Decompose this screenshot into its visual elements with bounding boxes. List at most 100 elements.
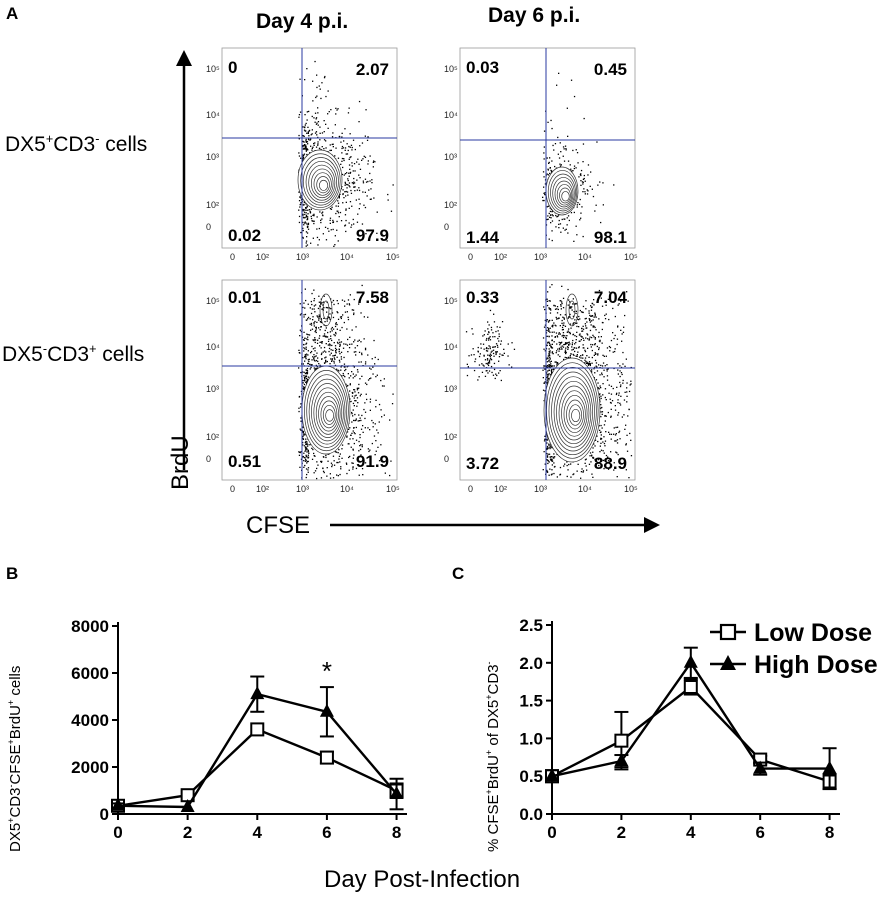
marker-triangle [545,768,559,782]
quadrant-upper-right: 7.04 [593,288,627,307]
quadrant-lower-right: 91.9 [355,452,389,471]
quadrant-lower-left: 3.72 [466,454,500,473]
facs-y-tick: 10⁵ [444,64,458,74]
facs-y-tick: 0 [206,222,212,232]
panel-a-letter: A [6,4,19,23]
contour-line [561,390,588,437]
contour-line [546,362,599,459]
x-tick-label: 0 [547,823,556,842]
y-tick-label: 2000 [71,758,109,777]
facs-y-tick: 10⁴ [444,342,458,352]
significance-asterisk: * [322,656,332,686]
contour-line [313,387,343,438]
quadrant-upper-left: 0.03 [466,58,500,77]
facs-x-tick: 10⁵ [386,484,400,494]
x-tick-label: 8 [825,823,834,842]
contour-line [319,293,333,327]
quadrant-lower-left: 1.44 [466,228,500,247]
quadrant-lower-left: 0.02 [228,226,262,245]
contour-line [547,170,578,214]
quadrant-lower-right: 97.9 [355,226,389,245]
facs-x-tick: 10³ [296,252,310,262]
facs-y-tick: 10⁵ [444,296,458,306]
marker-triangle [389,786,404,800]
facs-x-tick: 0 [468,252,474,262]
x-axis-label-cfse: CFSE [246,512,311,539]
facs-y-tick: 10³ [444,384,458,394]
facs-y-tick: 10⁴ [206,342,220,352]
quadrant-lower-right: 98.1 [593,228,627,247]
quadrant-upper-left: 0 [228,58,238,77]
plot-frame [459,47,636,249]
facs-plot-day6-cd3pos: 0.33 7.04 3.72 88.9 [459,279,636,481]
quadrant-upper-left: 0.33 [466,288,500,307]
contour-line [318,396,339,432]
marker-triangle [111,797,125,811]
facs-x-tick: 10³ [296,484,310,494]
y-tick-label: 0.0 [519,805,543,824]
facs-x-tick: 10⁵ [386,252,400,262]
facs-y-tick: 10⁵ [206,296,220,306]
contour-line [559,187,571,204]
x-tick-label: 4 [253,823,263,842]
row-label-dx5pos-cd3neg: DX5+CD3- cells [5,132,148,156]
plot-frame [221,47,398,249]
contour-line [315,391,341,435]
facs-density-day4-cd3pos [221,279,398,481]
facs-y-tick: 10² [206,432,220,442]
facs-x-tick: 10⁴ [340,484,354,494]
facs-x-tick: 0 [468,484,474,494]
marker-triangle [319,703,334,717]
contour-line [543,357,601,463]
contour-line [306,374,348,448]
contour-line [571,408,581,423]
facs-y-tick: 0 [444,454,450,464]
y-tick-label: 0 [100,805,109,824]
contour-line [566,399,584,430]
marker-triangle [683,654,698,668]
contour-line [563,394,586,434]
contour-line [325,409,334,422]
quadrant-upper-right: 2.07 [355,60,389,79]
contour-line [310,168,334,199]
facs-x-tick: 0 [230,252,236,262]
y-tick-label: 1.0 [519,729,543,748]
y-tick-label: 2.0 [519,654,543,673]
contour-line [561,191,570,202]
contour-line [552,177,575,210]
contour-line [548,366,597,456]
contour-line [313,172,332,196]
contour-line [320,400,338,429]
facs-plot-day4-cd3pos: 0.01 7.58 0.51 91.9 [221,279,398,481]
x-tick-label: 6 [755,823,764,842]
facs-x-tick: 10² [494,484,508,494]
x-tick-label: 6 [322,823,331,842]
contour-line [558,385,590,441]
y-tick-label: 4000 [71,711,109,730]
panel-c-letter: C [452,564,465,583]
y-tick-label: 0.5 [519,767,543,786]
contour-line [305,160,337,204]
shared-x-axis-label: Day Post-Infection [324,866,521,893]
facs-x-tick: 0 [230,484,236,494]
facs-x-tick: 10⁴ [578,484,592,494]
legend-triangle-icon [720,655,736,670]
plot-frame [459,279,636,481]
row-label-dx5neg-cd3pos: DX5-CD3+ cells [2,342,145,366]
contour-line [322,404,336,425]
marker-triangle [822,760,837,774]
contour-line [308,378,346,445]
contour-line [322,300,330,320]
facs-y-tick: 10⁵ [206,64,220,74]
column-title-day6: Day 6 p.i. [488,4,581,27]
chart-c-ylabel: % CFSE+BrdU+ of DX5+CD3- [484,661,502,852]
facs-y-tick: 0 [444,222,450,232]
y-tick-label: 8000 [71,617,109,636]
contour-line [556,380,592,445]
contour-line [554,180,574,208]
contour-line [556,184,573,206]
facs-density-day6-cd3pos [459,279,636,481]
facs-density-day4-dx5pos [221,47,398,249]
contour-line [550,173,576,212]
contour-line [568,404,582,426]
